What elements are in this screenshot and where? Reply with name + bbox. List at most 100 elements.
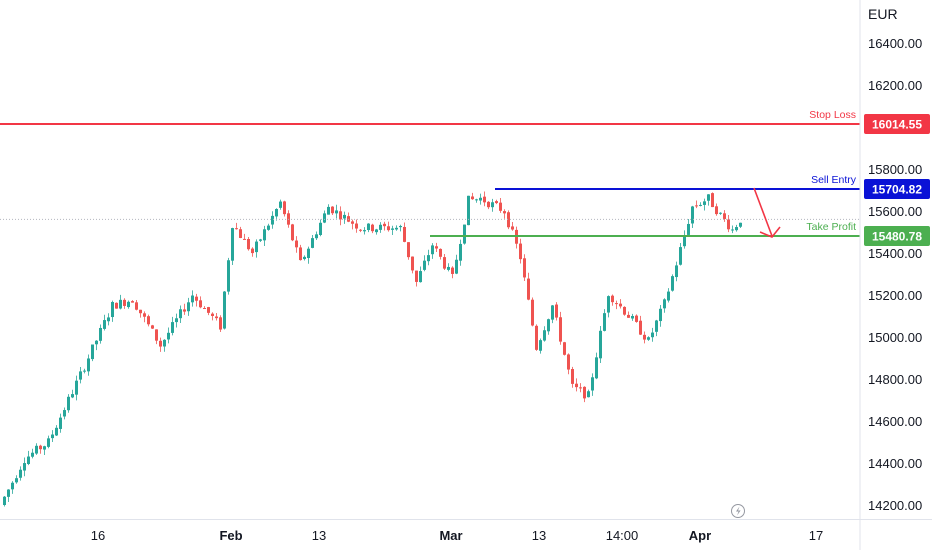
candle-body xyxy=(543,330,546,341)
candle-body xyxy=(359,229,362,231)
lightning-icon[interactable] xyxy=(731,504,745,518)
candle-body xyxy=(735,227,738,231)
sell-arrow-icon xyxy=(753,187,781,238)
candle-body xyxy=(739,222,742,227)
candle-body xyxy=(623,306,626,315)
candle-body xyxy=(59,417,62,429)
candle-body xyxy=(519,243,522,260)
candle-body xyxy=(379,224,382,230)
candle-body xyxy=(659,308,662,322)
candle-body xyxy=(531,299,534,326)
candle-body xyxy=(535,325,538,350)
candle-body xyxy=(311,238,314,248)
candle-body xyxy=(587,391,590,398)
price-tick-label: 15600.00 xyxy=(868,204,922,219)
time-tick-label: 17 xyxy=(809,528,823,543)
candle-body xyxy=(167,332,170,340)
candle-body xyxy=(127,301,130,308)
candle-body xyxy=(527,278,530,300)
price-tick-label: 14200.00 xyxy=(868,498,922,513)
candle-body xyxy=(407,242,410,258)
candle-body xyxy=(55,427,58,436)
price-tick-label: 15200.00 xyxy=(868,288,922,303)
candle-body xyxy=(275,208,278,217)
candle-body xyxy=(387,226,390,231)
candle-body xyxy=(263,229,266,241)
time-tick-label: 13 xyxy=(532,528,546,543)
candle-body xyxy=(351,221,354,224)
price-tick-label: 14400.00 xyxy=(868,456,922,471)
candle-body xyxy=(235,228,238,230)
candle-body xyxy=(299,247,302,261)
candle-body xyxy=(107,317,110,322)
candle-body xyxy=(283,201,286,215)
level-price-badge xyxy=(864,226,930,247)
candle-body xyxy=(635,315,638,322)
candle-body xyxy=(539,340,542,351)
candles-layer xyxy=(3,191,742,507)
price-tick-label: 16200.00 xyxy=(868,78,922,93)
candle-body xyxy=(99,327,102,341)
candle-body xyxy=(199,300,202,308)
candle-body xyxy=(115,302,118,309)
candle-body xyxy=(131,301,134,303)
candle-body xyxy=(51,434,54,439)
time-tick-label: Apr xyxy=(689,528,711,543)
candle-body xyxy=(675,265,678,278)
candle-body xyxy=(83,370,86,372)
candle-body xyxy=(191,295,194,303)
candle-body xyxy=(119,299,122,309)
candle-body xyxy=(231,228,234,261)
candle-body xyxy=(183,309,186,312)
candle-body xyxy=(599,330,602,359)
price-tick-label: 14600.00 xyxy=(868,414,922,429)
candle-body xyxy=(279,201,282,208)
candle-body xyxy=(367,223,370,231)
candle-body xyxy=(47,438,50,447)
candle-body xyxy=(715,206,718,215)
candle-body xyxy=(551,305,554,320)
candle-body xyxy=(363,230,366,232)
candle-body xyxy=(175,318,178,323)
price-axis[interactable]: 16400.00 16200.00 15800.00 15600.00 15400.00… xyxy=(868,36,922,513)
candle-body xyxy=(595,357,598,379)
candle-body xyxy=(343,214,346,219)
candle-body xyxy=(15,478,18,483)
candle-body xyxy=(27,456,30,465)
candle-body xyxy=(631,315,634,319)
candle-body xyxy=(371,224,374,232)
candle-body xyxy=(111,302,114,318)
candle-body xyxy=(247,238,250,250)
candle-body xyxy=(495,201,498,204)
candle-body xyxy=(591,377,594,391)
levels-layer: Stop Loss Sell Entry Take Profit xyxy=(0,109,860,238)
candle-body xyxy=(155,329,158,341)
candle-body xyxy=(571,369,574,384)
candle-body xyxy=(195,296,198,301)
candle-body xyxy=(703,201,706,205)
candle-body xyxy=(179,309,182,319)
candle-body xyxy=(427,255,430,262)
candle-body xyxy=(319,222,322,235)
candle-body xyxy=(255,241,258,253)
candle-body xyxy=(447,266,450,270)
time-axis[interactable]: 16 Feb 13 Mar 13 14:00 Apr 17 xyxy=(91,528,823,543)
candle-body xyxy=(611,295,614,303)
candle-body xyxy=(567,354,570,370)
candle-body xyxy=(435,246,438,249)
candle-body xyxy=(491,202,494,208)
candle-body xyxy=(499,202,502,211)
candle-body xyxy=(395,227,398,230)
candle-body xyxy=(607,296,610,313)
level-name-label: Take Profit xyxy=(806,221,856,233)
candle-body xyxy=(23,463,26,471)
candle-body xyxy=(291,224,294,241)
time-tick-label: 13 xyxy=(312,528,326,543)
currency-label: EUR xyxy=(868,6,898,22)
level-price-text: 15704.82 xyxy=(872,182,922,196)
candle-body xyxy=(203,308,206,310)
candle-body xyxy=(719,212,722,214)
level-name-label: Sell Entry xyxy=(811,174,857,186)
